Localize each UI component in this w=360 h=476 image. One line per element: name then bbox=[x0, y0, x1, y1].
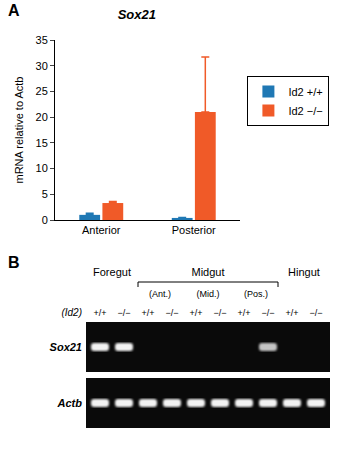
svg-text:Actb: Actb bbox=[57, 397, 83, 409]
svg-text:Id2 +/+: Id2 +/+ bbox=[288, 86, 322, 98]
svg-text:30: 30 bbox=[36, 60, 48, 72]
svg-text:25: 25 bbox=[36, 85, 48, 97]
svg-text:−/−: −/− bbox=[117, 308, 130, 318]
svg-text:(Id2): (Id2) bbox=[61, 307, 82, 318]
svg-text:mRNA relative to Actb: mRNA relative to Actb bbox=[13, 77, 25, 184]
svg-text:0: 0 bbox=[42, 214, 48, 226]
svg-text:(Pos.): (Pos.) bbox=[244, 289, 268, 299]
svg-text:(Mid.): (Mid.) bbox=[197, 289, 220, 299]
svg-text:+/+: +/+ bbox=[189, 308, 202, 318]
svg-text:5: 5 bbox=[42, 188, 48, 200]
svg-text:10: 10 bbox=[36, 162, 48, 174]
svg-text:Sox21: Sox21 bbox=[118, 7, 156, 22]
svg-text:Midgut: Midgut bbox=[191, 266, 224, 278]
svg-text:−/−: −/− bbox=[309, 308, 322, 318]
svg-text:(Ant.): (Ant.) bbox=[149, 289, 171, 299]
svg-text:15: 15 bbox=[36, 137, 48, 149]
svg-text:−/−: −/− bbox=[213, 308, 226, 318]
svg-text:Hingut: Hingut bbox=[288, 266, 320, 278]
svg-text:20: 20 bbox=[36, 111, 48, 123]
svg-text:35: 35 bbox=[36, 34, 48, 46]
svg-text:+/+: +/+ bbox=[93, 308, 106, 318]
svg-text:+/+: +/+ bbox=[237, 308, 250, 318]
svg-text:+/+: +/+ bbox=[285, 308, 298, 318]
svg-text:Anterior: Anterior bbox=[82, 224, 121, 236]
svg-text:−/−: −/− bbox=[261, 308, 274, 318]
html-text:A: A bbox=[8, 2, 20, 19]
svg-text:−/−: −/− bbox=[165, 308, 178, 318]
svg-text:Id2 −/−: Id2 −/− bbox=[288, 105, 322, 117]
svg-text:Posterior: Posterior bbox=[172, 224, 216, 236]
svg-text:Foregut: Foregut bbox=[93, 266, 131, 278]
svg-text:Sox21: Sox21 bbox=[50, 341, 82, 353]
svg-text:B: B bbox=[8, 254, 20, 271]
svg-text:+/+: +/+ bbox=[141, 308, 154, 318]
